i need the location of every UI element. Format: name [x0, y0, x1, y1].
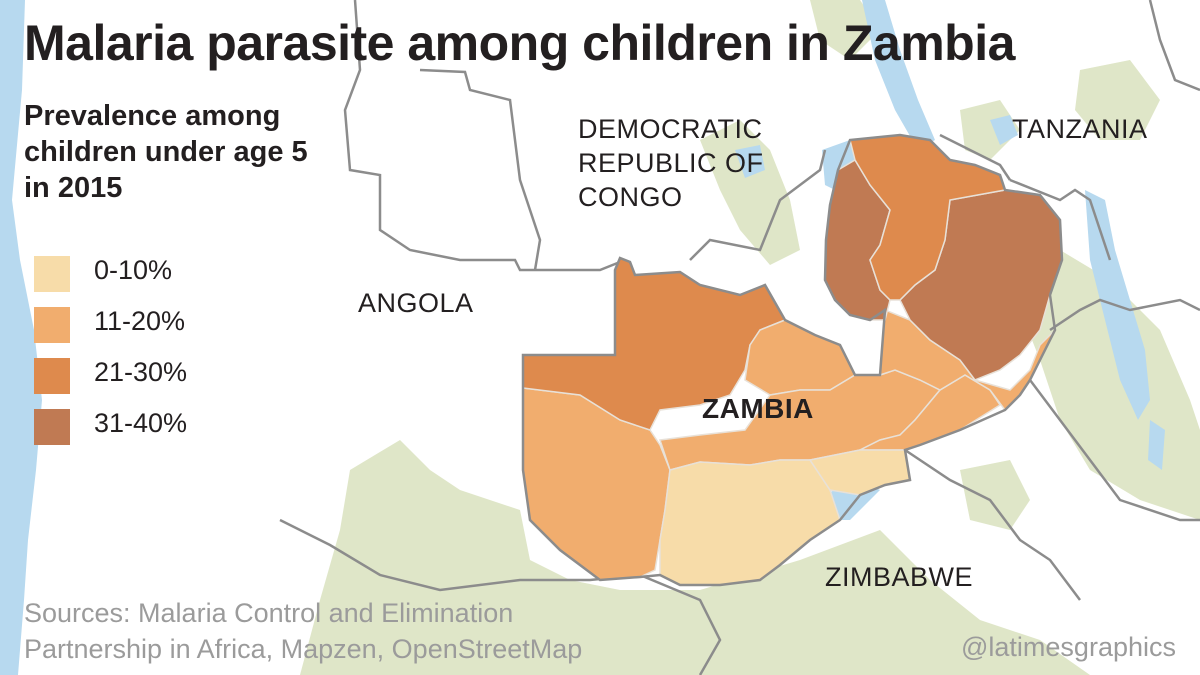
legend-swatch — [34, 409, 70, 445]
green-land-areas — [300, 0, 1200, 675]
subtitle-line: in 2015 — [24, 172, 123, 204]
label-drc-line: REPUBLIC OF — [578, 148, 764, 178]
label-angola: ANGOLA — [358, 288, 474, 318]
label-tanzania: TANZANIA — [1012, 114, 1148, 144]
legend-label: 31-40% — [94, 408, 188, 438]
label-drc-line: CONGO — [578, 182, 683, 212]
zambia-outline — [521, 133, 1064, 587]
lake-malawi-south — [1148, 420, 1165, 470]
country-borders — [279, 0, 1200, 675]
credit: @latimesgraphics — [961, 632, 1176, 662]
zambia-provinces — [522, 134, 1063, 586]
copperbelt-province — [744, 319, 856, 396]
label-zambia: ZAMBIA — [702, 393, 814, 424]
small-lake — [990, 115, 1018, 145]
legend-label: 21-30% — [94, 357, 188, 387]
sources: Sources: Malaria Control and Elimination… — [24, 595, 582, 667]
legend-label: 11-20% — [94, 306, 186, 336]
small-lake-2 — [735, 145, 765, 178]
subtitle-line: children under age 5 — [24, 136, 308, 168]
legend-label: 0-10% — [94, 255, 173, 285]
legend-swatch — [34, 256, 70, 292]
legend-swatch — [34, 358, 70, 394]
label-drc-line: DEMOCRATIC — [578, 114, 763, 144]
subtitle-line: Prevalence among — [24, 100, 281, 132]
lake-tanganyika — [862, 0, 935, 150]
legend-swatch — [34, 307, 70, 343]
map-title: Malaria parasite among children in Zambi… — [24, 15, 1015, 71]
label-drc: DEMOCRATIC REPUBLIC OF CONGO — [578, 112, 764, 214]
legend-title: Prevalence among children under age 5 in… — [24, 98, 354, 206]
label-zimbabwe: ZIMBABWE — [825, 562, 974, 592]
sources-line: Partnership in Africa, Mapzen, OpenStree… — [24, 634, 583, 664]
atlantic-ocean — [0, 0, 42, 675]
sources-line: Sources: Malaria Control and Elimination — [24, 598, 514, 628]
